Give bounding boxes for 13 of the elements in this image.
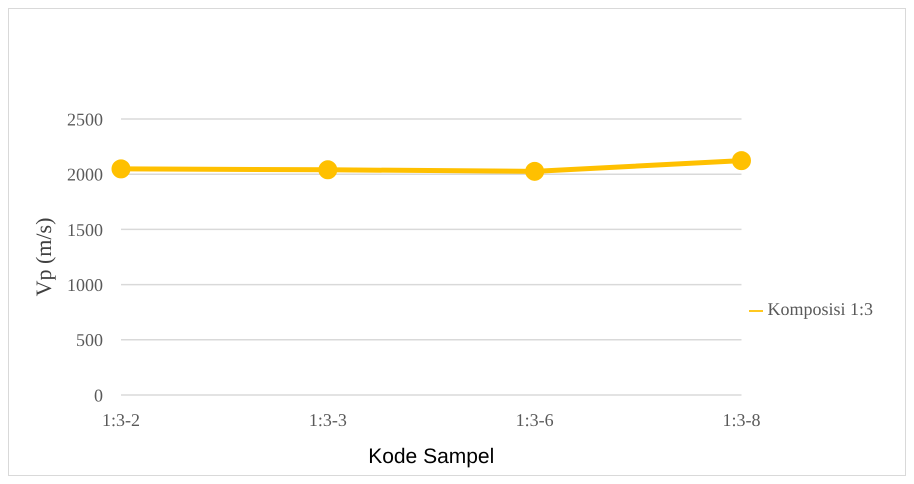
x-tick-label: 1:3-8	[722, 410, 760, 430]
x-tick-label: 1:3-2	[102, 410, 140, 430]
y-tick-label: 500	[76, 330, 103, 350]
y-tick-label: 2500	[67, 109, 103, 130]
y-axis-title: Vp (m/s)	[30, 218, 56, 296]
y-tick-label: 2000	[67, 164, 103, 185]
y-tick-label: 0	[94, 385, 103, 406]
y-tick-label: 1000	[67, 274, 103, 295]
x-tick-label: 1:3-6	[516, 410, 554, 430]
legend-label: Komposisi 1:3	[767, 299, 873, 319]
x-tick-label: 1:3-3	[308, 410, 347, 430]
x-axis-title: Kode Sampel	[368, 445, 494, 468]
y-tick-label: 1500	[67, 220, 103, 240]
